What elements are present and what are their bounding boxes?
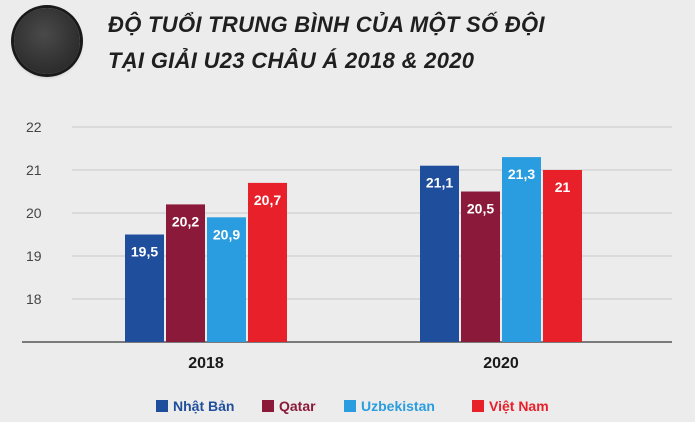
bar [125, 234, 164, 342]
legend-label: Việt Nam [489, 398, 549, 414]
y-tick-label: 22 [26, 119, 42, 135]
y-tick-label: 19 [26, 248, 42, 264]
bar-value-label: 19,5 [131, 244, 158, 260]
legend-label: Qatar [279, 398, 316, 414]
legend-label: Nhật Bản [173, 398, 234, 414]
bar [543, 170, 582, 342]
x-category-label: 2018 [188, 355, 224, 372]
bar-value-label: 20,7 [254, 192, 281, 208]
bar-value-label: 20,2 [172, 213, 199, 229]
chart-title-line-2: TẠI GIẢI U23 CHÂU Á 2018 & 2020 [108, 48, 475, 73]
legend-swatch [262, 400, 274, 412]
x-category-label: 2020 [483, 355, 519, 372]
bar [420, 165, 459, 342]
bar [461, 191, 500, 342]
legend-swatch [156, 400, 168, 412]
logo-circle-icon [14, 8, 80, 74]
bar [248, 182, 287, 342]
bar-value-label: 21,3 [508, 166, 535, 182]
bar [502, 157, 541, 342]
y-tick-label: 21 [26, 162, 42, 178]
legend-swatch [472, 400, 484, 412]
legend-label: Uzbekistan [361, 398, 435, 414]
bar-value-label: 21,1 [426, 175, 453, 191]
bar-value-label: 20,9 [213, 226, 240, 242]
y-tick-label: 18 [26, 291, 42, 307]
bar-value-label: 20,5 [467, 201, 494, 217]
bar [207, 217, 246, 342]
bar-value-label: 21 [555, 179, 571, 195]
y-tick-label: 20 [26, 205, 42, 221]
bar [166, 204, 205, 342]
legend-swatch [344, 400, 356, 412]
chart-title-line-1: ĐỘ TUỔI TRUNG BÌNH CỦA MỘT SỐ ĐỘI [108, 12, 545, 37]
